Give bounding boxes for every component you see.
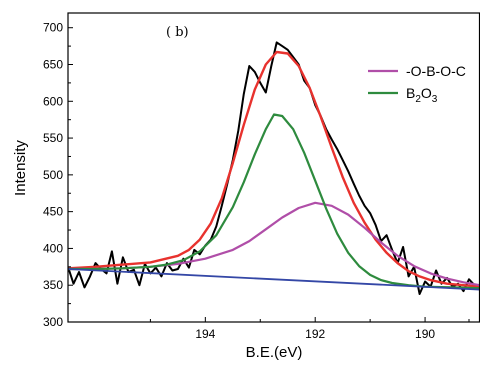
y-tick-label: 700	[43, 21, 63, 35]
x-axis-title: B.E.(eV)	[246, 344, 303, 361]
baseline-line	[68, 268, 480, 291]
y-tick-label: 350	[43, 278, 63, 292]
x-tick-label: 194	[195, 327, 215, 341]
y-tick-label: 400	[43, 241, 63, 255]
y-axis-title: Intensity	[12, 140, 29, 196]
y-tick-label: 450	[43, 205, 63, 219]
y-tick-label: 650	[43, 58, 63, 72]
b2o3-component-line	[68, 113, 480, 290]
y-tick-label: 500	[43, 168, 63, 182]
fit-envelope-line	[68, 50, 480, 288]
legend-label-b2o3: B2O3	[406, 85, 438, 105]
y-tick-label: 550	[43, 131, 63, 145]
legend: -O-B-O-C B2O3	[368, 63, 466, 105]
x-tick-label: 190	[415, 327, 435, 341]
x-tick-label: 192	[305, 327, 325, 341]
raw-spectrum-line	[68, 41, 480, 295]
panel-label: ( b)	[166, 25, 189, 40]
y-tick-label: 600	[43, 94, 63, 108]
series-layer	[68, 41, 480, 295]
axes-layer: 300 350 400 450 500 550 600 650 700 194 192 190	[43, 12, 480, 341]
y-tick-label: 300	[43, 315, 63, 329]
legend-label-obo-c: -O-B-O-C	[406, 63, 466, 79]
